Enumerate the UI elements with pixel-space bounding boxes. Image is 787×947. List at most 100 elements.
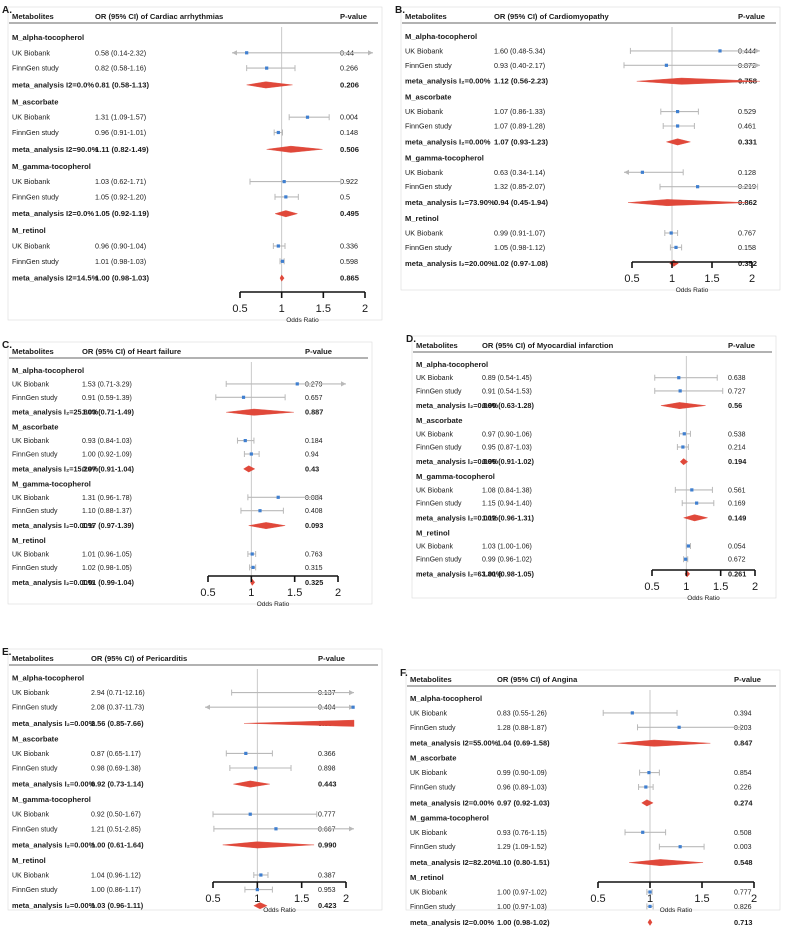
p-value: 0.56 [728,401,742,410]
study-label: UK Biobank [12,873,49,880]
p-value: 0.826 [734,904,752,911]
study-label: UK Biobank [12,177,50,186]
or-ci-value: 0.99 (0.90-1.09) [497,770,547,777]
p-value: 0.325 [305,578,323,587]
group-header: M_gamma-tocopherol [12,479,91,488]
p-value: 0.226 [734,785,752,792]
x-axis-title: Odds Ratio [660,907,693,914]
p-value: 0.953 [318,887,336,894]
meta-analysis-label: meta_analysis I2=0.00% [410,798,494,807]
point-estimate [284,195,288,199]
or-ci-value: 1.10 (0.80-1.51) [497,858,550,867]
p-value: 0.443 [318,780,337,789]
or-ci-value: 0.58 (0.14-2.32) [95,48,146,57]
x-tick-label: 0.5 [590,893,605,905]
group-header: M_gamma-tocopherol [405,153,484,162]
meta-diamond [279,274,285,282]
study-label: UK Biobank [405,46,443,55]
point-estimate [305,115,310,119]
p-value: 0.331 [738,137,758,146]
point-estimate [644,785,648,789]
or-ci-value: 1.04 (0.69-1.58) [497,739,550,748]
or-ci-value: 1.00 (0.61-1.64) [91,840,144,849]
meta-analysis-label: meta_analysis I₂=73.90% [405,198,495,207]
point-estimate [686,544,690,548]
meta-analysis-label: meta_analysis I₂=0.00% [416,513,499,522]
study-label: UK Biobank [405,107,443,116]
x-tick-label: 1 [647,893,653,905]
point-estimate [259,873,263,877]
p-value: 0.598 [340,257,358,266]
or-ci-value: 0.99 (0.96-1.02) [482,557,532,564]
p-value: 0.004 [340,113,358,122]
p-value: 0.727 [728,388,746,395]
point-estimate [669,231,673,235]
meta-diamond [266,145,323,153]
point-estimate [695,501,699,505]
study-label: FinnGen study [405,182,452,191]
study-label: UK Biobank [12,495,49,502]
p-value: 0.777 [734,890,752,897]
point-estimate [648,904,652,908]
group-header: M_retinol [405,214,439,223]
p-value: 0.657 [305,395,323,402]
p-value: 0.508 [734,830,752,837]
header-p-value: P-value [738,12,765,21]
x-tick-label: 2 [362,303,368,315]
panel-frame [411,335,777,599]
p-value: 0.887 [305,408,323,417]
p-value: 0.865 [340,274,360,283]
or-ci-value: 0.96 (0.91-1.02) [482,457,534,466]
group-header: M_retinol [12,856,46,865]
p-value: 0.169 [728,501,746,508]
study-label: FinnGen study [405,243,452,252]
p-value: 0.847 [734,739,753,748]
meta-analysis-label: meta_analysis I2=55.00% [410,739,499,748]
meta-diamond [679,458,689,466]
p-value: 0.274 [734,798,753,807]
group-header: M_retinol [416,528,450,537]
p-value: 0.667 [318,826,336,833]
p-value: 0.854 [734,770,752,777]
study-label: FinnGen study [12,565,58,572]
or-ci-value: 1.07 (0.93-1.23) [494,137,549,146]
ci-arrow-right [349,826,354,832]
meta-analysis-label: meta_analysis I2=90.0% [12,145,99,154]
x-axis-title: Odds Ratio [676,287,709,294]
group-header: M_gamma-tocopherol [12,162,91,171]
study-label: UK Biobank [410,830,447,837]
point-estimate [674,245,678,249]
x-tick-label: 1.5 [316,303,331,315]
group-header: M_ascorbate [416,416,462,425]
study-label: UK Biobank [12,812,49,819]
x-axis-title: Odds Ratio [263,907,296,914]
or-ci-value: 1.17 (0.97-1.39) [82,521,134,530]
study-label: UK Biobank [12,438,49,445]
study-label: UK Biobank [12,751,49,758]
p-value: 0.672 [728,557,746,564]
study-label: UK Biobank [405,229,443,238]
meta-diamond [665,138,691,146]
study-label: FinnGen study [416,501,462,508]
study-label: FinnGen study [405,61,452,70]
panel-letter: A. [2,5,12,16]
group-header: M_ascorbate [405,93,451,102]
group-header: M_alpha-tocopherol [12,33,84,42]
point-estimate [630,711,634,715]
or-ci-value: 1.15 (0.94-1.40) [482,501,532,508]
point-estimate [664,63,668,67]
or-ci-value: 1.00 (0.98-1.03) [95,274,150,283]
point-estimate [648,890,652,894]
p-value: 0.315 [305,565,323,572]
point-estimate [248,812,252,816]
study-label: FinnGen study [12,128,59,137]
study-label: FinnGen study [416,388,462,395]
group-header: M_ascorbate [12,97,58,106]
group-header: M_alpha-tocopherol [416,360,488,369]
point-estimate [274,827,278,831]
header-metabolites: Metabolites [12,347,54,356]
x-tick-label: 1 [669,273,675,285]
x-tick-label: 1.5 [713,581,728,593]
or-ci-value: 1.32 (0.85-2.07) [494,182,545,191]
ci-arrow-right [341,381,346,387]
